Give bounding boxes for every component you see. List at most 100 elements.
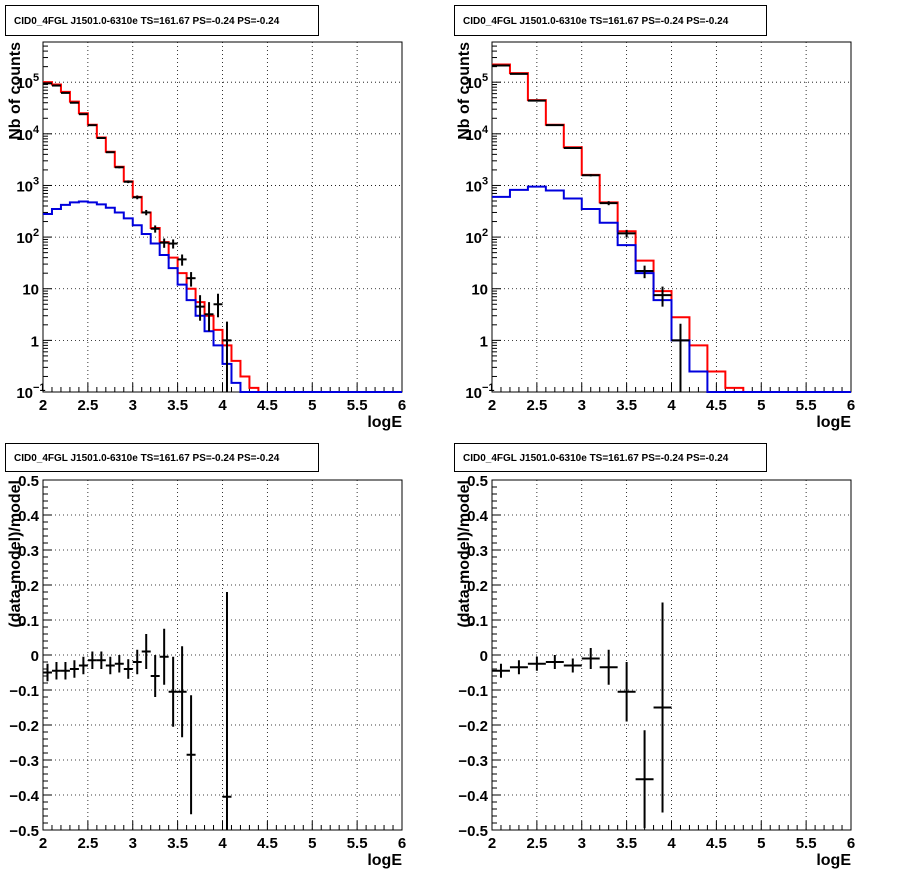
data-point xyxy=(581,648,600,669)
data-point xyxy=(51,662,61,680)
chart-panel-2: CID0_4FGL J1501.0-6310e TS=161.67 PS=-0.… xyxy=(454,5,855,431)
x-tick-label: 5 xyxy=(757,835,765,852)
model-source-histogram xyxy=(43,200,402,393)
x-tick-label: 4 xyxy=(218,397,227,414)
chart-title-box xyxy=(454,443,767,472)
y-tick-exponent: 5 xyxy=(482,72,488,84)
x-tick-label: 4 xyxy=(218,835,227,852)
data-point xyxy=(545,124,564,127)
y-tick-label: 0.1 xyxy=(467,613,488,630)
data-point xyxy=(141,209,151,216)
y-tick-exponent: 3 xyxy=(33,175,39,187)
data-point xyxy=(186,695,196,815)
y-tick-exponent: 2 xyxy=(33,227,39,239)
data-point xyxy=(204,302,214,332)
x-tick-label: 2 xyxy=(488,397,496,414)
y-tick-label: 10 xyxy=(465,75,482,92)
grid xyxy=(43,480,402,830)
data-point xyxy=(213,293,223,318)
data-point xyxy=(168,656,178,727)
x-tick-label: 2.5 xyxy=(526,397,547,414)
x-axis-title: logE xyxy=(816,414,851,431)
data-point xyxy=(168,239,178,249)
x-tick-label: 4.5 xyxy=(706,835,727,852)
x-tick-label: 6 xyxy=(398,835,406,852)
data-point xyxy=(105,656,115,675)
x-tick-label: 5.5 xyxy=(796,397,817,414)
data-point xyxy=(492,663,510,678)
data-point xyxy=(527,99,546,102)
data-point xyxy=(43,663,52,682)
chart-title: CID0_4FGL J1501.0-6310e TS=161.67 PS=-0.… xyxy=(463,453,729,464)
y-tick-label: −0.5 xyxy=(9,823,39,840)
chart-panel-1: CID0_4FGL J1501.0-6310e TS=161.67 PS=-0.… xyxy=(5,5,406,431)
chart-title: CID0_4FGL J1501.0-6310e TS=161.67 PS=-0.… xyxy=(14,16,280,27)
chart-panel-4: CID0_4FGL J1501.0-6310e TS=161.67 PS=-0.… xyxy=(454,443,855,869)
chart-title-box xyxy=(5,5,319,36)
y-tick-label: −0.1 xyxy=(9,683,39,700)
y-tick-exponent: 2 xyxy=(482,227,488,239)
data-point xyxy=(617,662,636,722)
data-point xyxy=(69,660,79,678)
data-point xyxy=(509,660,528,675)
data-point xyxy=(60,91,70,94)
chart-title: CID0_4FGL J1501.0-6310e TS=161.67 PS=-0.… xyxy=(463,16,729,27)
x-tick-label: 4 xyxy=(667,835,676,852)
data-point xyxy=(635,730,654,829)
data-point xyxy=(78,113,88,116)
data-point xyxy=(177,646,187,738)
y-tick-label: 1 xyxy=(480,333,488,350)
y-tick-exponent: 4 xyxy=(482,124,489,136)
y-tick-label: 0.4 xyxy=(18,508,40,525)
x-tick-label: 3.5 xyxy=(167,835,188,852)
grid xyxy=(492,480,851,830)
data-point xyxy=(96,651,106,669)
x-tick-label: 4.5 xyxy=(706,397,727,414)
data-point xyxy=(527,656,546,671)
x-tick-label: 4 xyxy=(667,397,676,414)
y-tick-exponent: −1 xyxy=(482,382,495,394)
data-point xyxy=(141,634,151,669)
y-tick-label: 10 xyxy=(16,127,33,144)
y-tick-label: 10 xyxy=(465,230,482,247)
x-tick-label: 3 xyxy=(129,835,137,852)
y-tick-label: 0.2 xyxy=(467,578,488,595)
y-tick-exponent: 4 xyxy=(33,124,40,136)
y-tick-label: 10 xyxy=(465,178,482,195)
y-tick-label: 10 xyxy=(16,385,33,402)
data-point xyxy=(635,265,654,279)
y-tick-exponent: −1 xyxy=(33,382,46,394)
x-tick-label: 6 xyxy=(847,835,855,852)
x-tick-label: 2.5 xyxy=(77,835,98,852)
data-point xyxy=(114,655,124,673)
y-tick-label: −0.3 xyxy=(458,753,488,770)
x-tick-label: 3.5 xyxy=(616,397,637,414)
data-point xyxy=(150,225,160,233)
x-tick-label: 4.5 xyxy=(257,397,278,414)
x-tick-label: 5 xyxy=(757,397,765,414)
x-tick-label: 3.5 xyxy=(616,835,637,852)
data-point xyxy=(96,136,106,139)
chart-panel-3: CID0_4FGL J1501.0-6310e TS=161.67 PS=-0.… xyxy=(5,443,406,869)
data-point xyxy=(60,662,70,680)
data-point xyxy=(51,84,61,87)
data-point xyxy=(69,101,79,104)
y-tick-exponent: 3 xyxy=(482,175,488,187)
y-tick-label: −0.2 xyxy=(458,718,488,735)
data-point xyxy=(617,229,636,238)
data-point xyxy=(87,124,97,127)
data-point xyxy=(222,321,232,392)
x-tick-label: 5.5 xyxy=(347,835,368,852)
x-tick-label: 5 xyxy=(308,397,316,414)
y-tick-label: 0 xyxy=(31,648,39,665)
data-point xyxy=(222,592,232,830)
y-tick-label: 10 xyxy=(16,75,33,92)
y-tick-label: 10 xyxy=(16,230,33,247)
data-point xyxy=(123,659,133,679)
y-tick-label: −0.2 xyxy=(9,718,39,735)
y-tick-label: 10 xyxy=(465,385,482,402)
data-point xyxy=(87,651,97,669)
y-tick-label: 0.5 xyxy=(467,473,488,490)
data-point xyxy=(599,201,618,206)
data-point xyxy=(653,286,672,307)
